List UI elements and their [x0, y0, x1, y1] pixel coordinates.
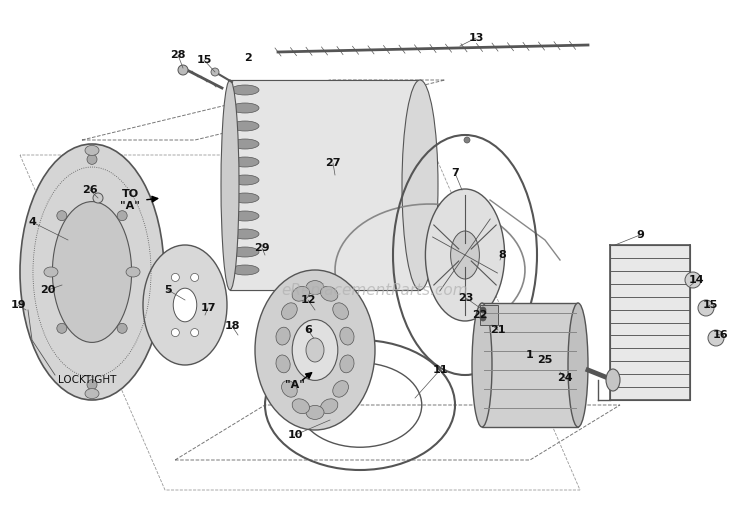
- Text: 17: 17: [200, 303, 216, 313]
- Circle shape: [57, 323, 67, 333]
- Ellipse shape: [472, 303, 492, 427]
- Text: eReplacementParts.com: eReplacementParts.com: [282, 282, 468, 298]
- Polygon shape: [482, 303, 578, 427]
- Ellipse shape: [333, 380, 349, 397]
- Text: 19: 19: [10, 300, 26, 310]
- Ellipse shape: [402, 80, 438, 290]
- Ellipse shape: [231, 121, 259, 131]
- Text: "A": "A": [285, 380, 305, 390]
- Text: 29: 29: [254, 243, 270, 253]
- Text: 26: 26: [82, 185, 98, 195]
- Text: 22: 22: [472, 310, 488, 320]
- Ellipse shape: [143, 245, 227, 365]
- Ellipse shape: [320, 287, 338, 301]
- Ellipse shape: [85, 145, 99, 155]
- Ellipse shape: [292, 399, 310, 414]
- Text: 21: 21: [490, 325, 506, 335]
- Text: 2: 2: [244, 53, 252, 63]
- Text: 7: 7: [452, 168, 459, 178]
- Circle shape: [190, 329, 199, 337]
- Ellipse shape: [221, 80, 239, 290]
- Ellipse shape: [231, 193, 259, 203]
- Ellipse shape: [231, 265, 259, 275]
- Ellipse shape: [276, 355, 290, 373]
- Ellipse shape: [606, 369, 620, 391]
- Text: 8: 8: [498, 250, 506, 260]
- Circle shape: [480, 307, 486, 313]
- Text: 25: 25: [537, 355, 553, 365]
- Circle shape: [698, 300, 714, 316]
- Text: 15: 15: [196, 55, 211, 65]
- Circle shape: [178, 65, 188, 75]
- Ellipse shape: [231, 139, 259, 149]
- Circle shape: [93, 193, 103, 203]
- Polygon shape: [610, 245, 690, 400]
- Ellipse shape: [231, 247, 259, 257]
- Text: TO
"A": TO "A": [120, 189, 140, 211]
- Ellipse shape: [53, 202, 131, 342]
- Circle shape: [211, 68, 219, 76]
- Ellipse shape: [320, 399, 338, 414]
- Text: 4: 4: [28, 217, 36, 227]
- Ellipse shape: [20, 144, 164, 400]
- Ellipse shape: [85, 389, 99, 399]
- Ellipse shape: [276, 327, 290, 345]
- Ellipse shape: [231, 157, 259, 167]
- Circle shape: [464, 137, 470, 143]
- Text: 20: 20: [40, 285, 56, 295]
- Ellipse shape: [292, 287, 310, 301]
- Ellipse shape: [126, 267, 140, 277]
- Ellipse shape: [231, 229, 259, 239]
- Text: 12: 12: [300, 295, 316, 305]
- Ellipse shape: [333, 303, 349, 320]
- Ellipse shape: [231, 175, 259, 185]
- Circle shape: [480, 315, 486, 321]
- Circle shape: [190, 273, 199, 281]
- Text: 1: 1: [526, 350, 534, 360]
- Text: 13: 13: [468, 33, 484, 43]
- Ellipse shape: [292, 320, 338, 380]
- Circle shape: [87, 379, 97, 390]
- Ellipse shape: [231, 85, 259, 95]
- Circle shape: [171, 273, 179, 281]
- Text: 16: 16: [712, 330, 728, 340]
- Circle shape: [708, 330, 724, 346]
- Text: 18: 18: [224, 321, 240, 331]
- Ellipse shape: [568, 303, 588, 427]
- Polygon shape: [230, 80, 420, 290]
- Text: LOCKTIGHT: LOCKTIGHT: [58, 375, 116, 385]
- Circle shape: [117, 323, 128, 333]
- Ellipse shape: [340, 327, 354, 345]
- Ellipse shape: [451, 231, 479, 279]
- Circle shape: [685, 272, 701, 288]
- Text: 15: 15: [702, 300, 718, 310]
- Ellipse shape: [425, 189, 505, 321]
- Text: 14: 14: [689, 275, 705, 285]
- Circle shape: [57, 211, 67, 220]
- Text: 9: 9: [636, 230, 644, 240]
- Ellipse shape: [281, 380, 297, 397]
- Text: 5: 5: [164, 285, 172, 295]
- Text: 24: 24: [557, 373, 573, 383]
- Ellipse shape: [281, 303, 297, 320]
- Polygon shape: [480, 305, 498, 325]
- Ellipse shape: [44, 267, 58, 277]
- Text: 6: 6: [304, 325, 312, 335]
- Circle shape: [117, 211, 128, 220]
- Ellipse shape: [231, 211, 259, 221]
- Text: 11: 11: [432, 365, 448, 375]
- Text: 10: 10: [287, 430, 303, 440]
- Ellipse shape: [306, 405, 324, 420]
- Ellipse shape: [173, 288, 196, 322]
- Ellipse shape: [306, 280, 324, 295]
- Circle shape: [171, 329, 179, 337]
- Text: 27: 27: [326, 158, 340, 168]
- Text: 28: 28: [170, 50, 186, 60]
- Ellipse shape: [306, 338, 324, 362]
- Ellipse shape: [340, 355, 354, 373]
- Text: 23: 23: [458, 293, 474, 303]
- Circle shape: [87, 154, 97, 165]
- Ellipse shape: [231, 103, 259, 113]
- Ellipse shape: [255, 270, 375, 430]
